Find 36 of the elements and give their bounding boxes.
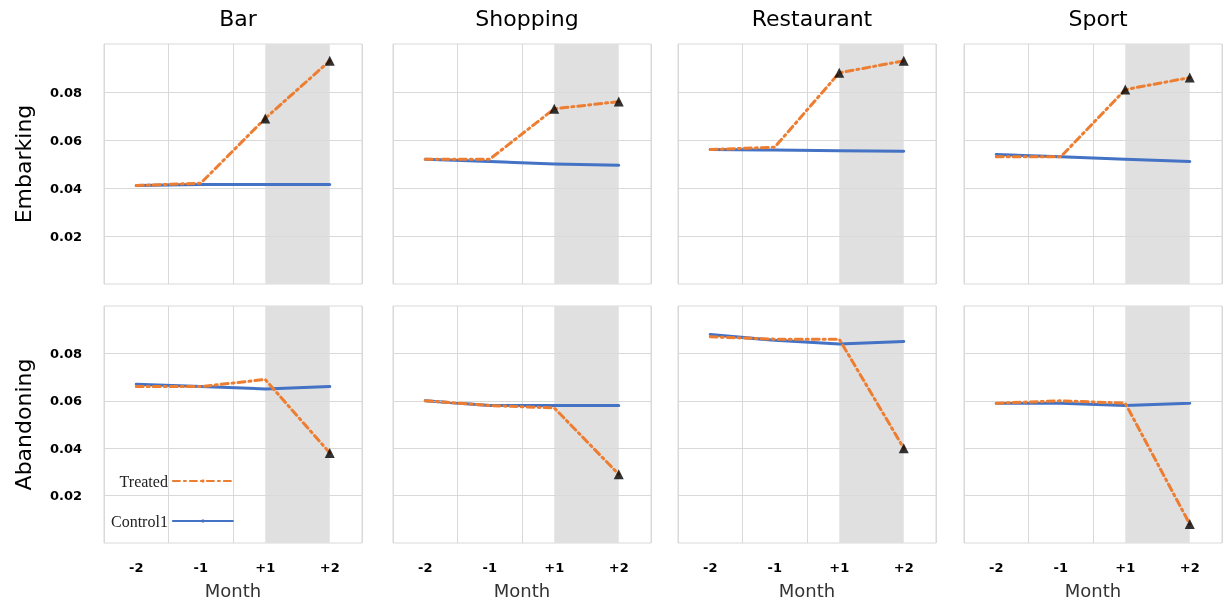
x-tick-label: +2 [319, 560, 340, 575]
x-axis-title: Month [778, 579, 836, 601]
y-tick-label: 0.02 [49, 488, 82, 504]
chart-title: Bar [219, 5, 258, 31]
x-tick-label: +2 [608, 560, 629, 575]
x-tick-label: +2 [1179, 560, 1200, 575]
x-tick-label: +1 [1115, 560, 1136, 575]
x-tick-label: -1 [1053, 560, 1068, 575]
x-tick-label: -2 [703, 560, 718, 575]
y-tick-label: 0.06 [49, 393, 82, 409]
y-axis-title: Embarking [10, 104, 36, 224]
chart-title: Shopping [475, 5, 579, 31]
x-tick-label: -1 [767, 560, 782, 575]
legend-label: Treated [119, 472, 168, 490]
x-tick-label: -1 [193, 560, 208, 575]
y-tick-label: 0.04 [49, 440, 82, 456]
x-tick-label: +1 [255, 560, 276, 575]
y-tick-label: 0.08 [49, 84, 82, 100]
y-axis-title: Abandoning [10, 358, 36, 491]
x-tick-label: +2 [893, 560, 914, 575]
y-tick-label: 0.04 [49, 180, 82, 196]
legend-label: Control1 [111, 512, 168, 530]
y-tick-label: 0.02 [49, 228, 82, 244]
y-tick-label: 0.06 [49, 132, 82, 148]
x-axis-title: Month [1064, 579, 1122, 601]
x-tick-label: +1 [544, 560, 565, 575]
x-tick-label: -1 [482, 560, 497, 575]
x-axis-title: Month [204, 579, 262, 601]
x-axis-title: Month [493, 579, 551, 601]
y-tick-label: 0.08 [49, 345, 82, 361]
x-tick-label: -2 [418, 560, 433, 575]
x-tick-label: -2 [989, 560, 1004, 575]
chart-title: Restaurant [751, 5, 873, 31]
x-tick-label: +1 [829, 560, 850, 575]
chart-title: Sport [1068, 5, 1128, 31]
x-tick-label: -2 [129, 560, 144, 575]
